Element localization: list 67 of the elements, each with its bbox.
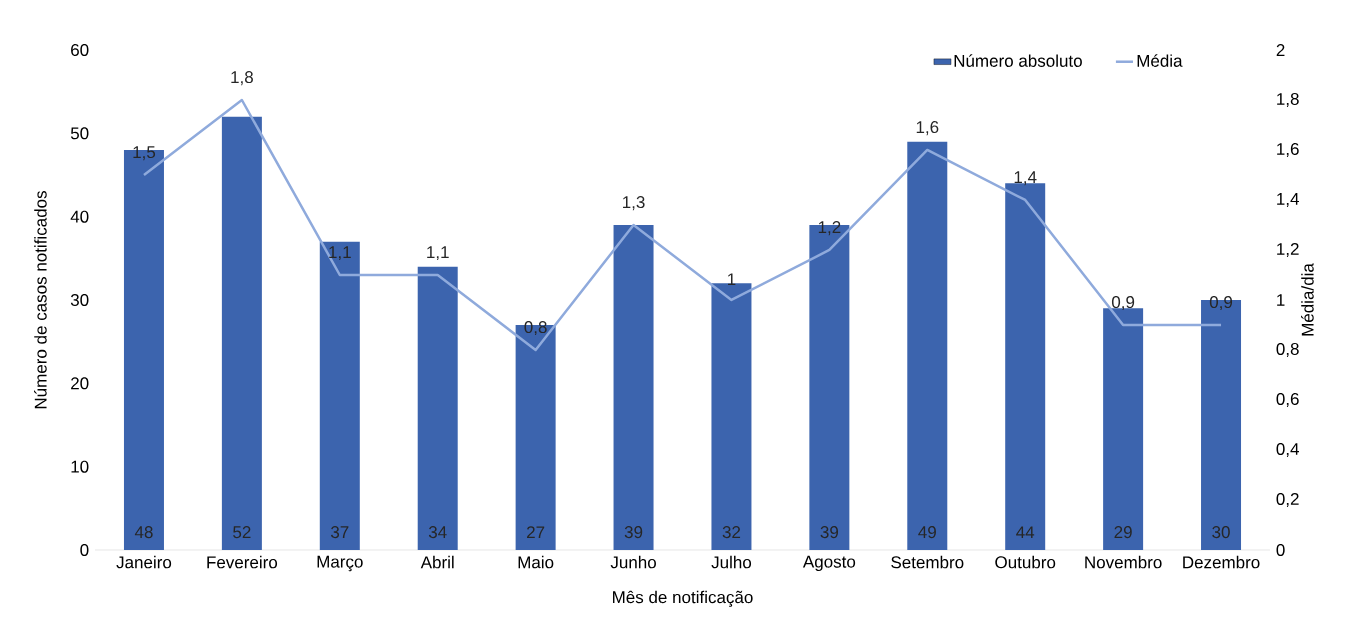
bar: [1005, 183, 1046, 550]
y-tick-label: 50: [70, 127, 89, 140]
data-label: 1,1: [427, 246, 449, 261]
bar: [711, 283, 752, 550]
data-label: 37: [330, 526, 349, 539]
data-label: 32: [722, 526, 741, 539]
x-tick-label: Agosto: [802, 555, 856, 572]
y2-tick-label: 1,2: [1277, 242, 1299, 258]
data-label: 34: [428, 526, 447, 539]
x-tick-label: Junho: [610, 555, 656, 569]
bar: [221, 116, 262, 550]
x-axis-title: Mês de notificação: [613, 590, 753, 607]
data-label: 0,9: [1111, 296, 1135, 311]
data-label: 39: [624, 526, 643, 539]
x-tick-label: Novembro: [1085, 555, 1162, 569]
x-tick-label: Outubro: [995, 555, 1056, 569]
data-label: 1,2: [818, 221, 841, 236]
x-tick-label: Julho: [711, 555, 752, 569]
data-label: 0,9: [1209, 296, 1233, 311]
legend-label: Média: [1137, 54, 1183, 67]
data-label: 1: [728, 273, 736, 286]
data-label: 48: [134, 526, 153, 539]
data-label: 1,4: [1014, 171, 1037, 186]
legend-label: Número absoluto: [954, 54, 1082, 67]
data-label: 1,1: [329, 246, 351, 261]
bar: [1103, 308, 1144, 550]
data-label: 30: [1212, 526, 1230, 539]
y2-tick-label: 0,4: [1276, 442, 1299, 458]
y2-tick-label: 0,2: [1276, 492, 1299, 508]
data-label: 1,5: [133, 146, 156, 161]
data-label: 27: [527, 526, 545, 539]
x-tick-label: Fevereiro: [207, 555, 278, 569]
bar: [319, 241, 360, 550]
data-label: 1,6: [916, 121, 939, 136]
x-tick-label: Dezembro: [1183, 555, 1260, 569]
y2-tick-label: 0: [1276, 543, 1285, 557]
data-label: 52: [233, 526, 251, 539]
bar: [613, 224, 654, 550]
y2-tick-label: 0,6: [1276, 392, 1299, 408]
data-label: 44: [1016, 526, 1035, 539]
data-label: 29: [1114, 526, 1132, 539]
data-label: 1,8: [231, 71, 253, 86]
y-tick-label: 20: [71, 377, 89, 390]
y-tick-label: 60: [71, 43, 89, 57]
data-label: 0,8: [524, 321, 547, 336]
y-tick-label: 40: [70, 210, 89, 223]
y-tick-label: 10: [71, 460, 89, 473]
y2-tick-label: 1,6: [1277, 142, 1299, 158]
x-tick-label: Janeiro: [116, 555, 172, 569]
y-tick-label: 0: [80, 543, 89, 557]
data-label: 1,3: [623, 196, 645, 211]
data-label: 49: [918, 526, 936, 539]
bar: [417, 266, 458, 550]
y2-tick-label: 1: [1277, 294, 1285, 306]
y2-axis-title: Média/dia: [1301, 263, 1314, 336]
y2-tick-label: 0,8: [1276, 342, 1299, 358]
x-tick-label: Maio: [518, 555, 554, 569]
x-tick-label: Setembro: [891, 555, 964, 569]
y2-tick-label: 1,8: [1277, 92, 1299, 108]
y-axis-title: Número de casos notificados: [34, 191, 47, 409]
x-tick-label: Março: [317, 555, 363, 572]
x-tick-label: Abril: [420, 555, 454, 569]
y2-tick-label: 2: [1276, 44, 1285, 56]
y2-tick-label: 1,4: [1277, 193, 1299, 207]
bar: [907, 141, 948, 550]
y-tick-label: 30: [70, 293, 89, 307]
data-label: 39: [820, 526, 839, 539]
